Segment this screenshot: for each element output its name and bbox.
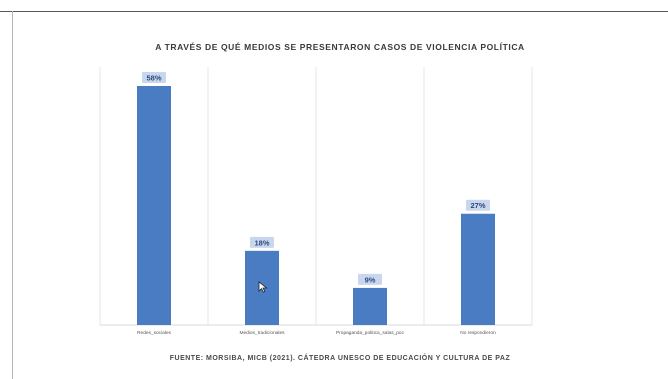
data-label: 9%: [365, 275, 376, 284]
category-label: Propaganda_politica_salas_poc: [336, 330, 405, 336]
data-label: 27%: [470, 201, 485, 210]
category-label: No respondieron: [460, 330, 496, 336]
data-label: 58%: [146, 74, 161, 83]
left-border: [12, 11, 13, 379]
top-border: [0, 11, 668, 12]
bar: [353, 287, 387, 325]
bar: [137, 86, 171, 325]
data-label-box: [250, 236, 274, 248]
category-label: Redes_sociales: [137, 330, 171, 336]
mouse-pointer-icon: [258, 281, 268, 293]
data-label-box: [358, 273, 382, 285]
bar: [461, 213, 495, 325]
category-label: Medios_tradicionales: [239, 330, 285, 336]
chart-title: A TRAVÉS DE QUÉ MEDIOS SE PRESENTARON CA…: [155, 42, 525, 52]
chart-source: FUENTE: MORSIBA, MICB (2021). CÁTEDRA UN…: [169, 355, 511, 362]
data-label: 18%: [254, 238, 269, 247]
data-label-box: [466, 199, 490, 211]
data-label-box: [142, 72, 166, 83]
